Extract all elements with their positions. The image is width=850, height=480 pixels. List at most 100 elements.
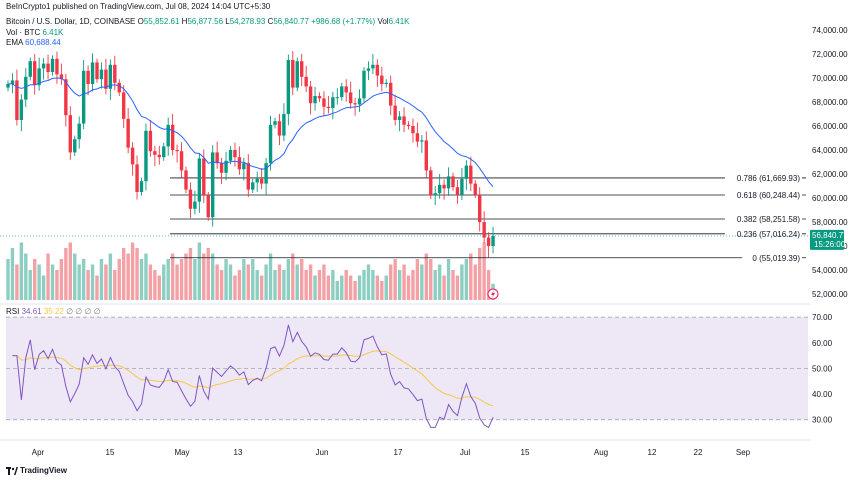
candle-body bbox=[411, 126, 415, 134]
candle-body bbox=[77, 123, 81, 140]
volume-bar bbox=[259, 275, 264, 300]
candle-body bbox=[233, 150, 237, 158]
candle-body bbox=[357, 98, 362, 105]
volume-legend[interactable]: Vol · BTC 6.41K bbox=[6, 28, 63, 37]
volume-bar bbox=[37, 264, 41, 300]
candle-body bbox=[81, 70, 86, 124]
rsi-tick-label: 70.00 bbox=[812, 313, 833, 322]
candle-body bbox=[246, 163, 250, 190]
volume-bar bbox=[206, 248, 210, 300]
candle-body bbox=[389, 82, 393, 106]
candle-body bbox=[420, 140, 424, 142]
candle-body bbox=[197, 158, 202, 202]
time-tick-label: Jun bbox=[316, 448, 329, 457]
volume-bar bbox=[233, 275, 237, 300]
volume-bar bbox=[15, 264, 19, 300]
volume-bar bbox=[28, 270, 32, 300]
volume-bar bbox=[371, 270, 375, 300]
volume-bar bbox=[130, 242, 135, 300]
candle-body bbox=[10, 80, 15, 84]
candle-body bbox=[478, 194, 482, 222]
candle-body bbox=[295, 61, 299, 88]
brand-name: TradingView bbox=[20, 466, 67, 475]
volume-bar bbox=[384, 275, 388, 300]
candle-body bbox=[68, 115, 72, 153]
price-tick-label: 70,000.00 bbox=[812, 74, 848, 83]
candle-body bbox=[162, 146, 166, 158]
time-tick-label: Aug bbox=[594, 448, 608, 457]
volume-bar bbox=[122, 248, 126, 300]
volume-bar bbox=[108, 253, 113, 300]
volume-bar bbox=[424, 253, 428, 300]
fib-level-label: 0.786 (61,669.93) bbox=[737, 174, 800, 183]
candle-body bbox=[460, 178, 464, 195]
time-tick-label: May bbox=[174, 448, 189, 457]
time-tick-label: 22 bbox=[694, 448, 703, 457]
ohlc-low: 54,278.93 bbox=[229, 17, 266, 26]
volume-bar bbox=[10, 248, 15, 300]
volume-bar bbox=[170, 253, 175, 300]
volume-bar bbox=[86, 270, 90, 300]
candle-body bbox=[308, 86, 313, 104]
rsi-label: RSI bbox=[6, 307, 20, 316]
volume-bar bbox=[193, 259, 197, 300]
volume-bar bbox=[228, 264, 233, 300]
volume-label: Vol · BTC bbox=[6, 28, 41, 37]
candle-body bbox=[486, 237, 491, 246]
candle-body bbox=[273, 121, 277, 125]
volume-bar bbox=[73, 253, 77, 300]
rsi-ma-line bbox=[12, 350, 494, 407]
candle-body bbox=[73, 139, 77, 153]
volume-bar bbox=[202, 253, 206, 300]
volume-bar bbox=[469, 253, 473, 300]
candle-body bbox=[491, 235, 495, 246]
volume-bar bbox=[117, 259, 121, 300]
rsi-tick-label: 40.00 bbox=[812, 390, 833, 399]
volume-bar bbox=[442, 275, 446, 300]
volume-bar bbox=[162, 264, 166, 300]
volume-bar bbox=[478, 248, 482, 300]
candle-body bbox=[90, 62, 95, 84]
volume-bar bbox=[104, 264, 108, 300]
ema-legend[interactable]: EMA 60,688.44 bbox=[6, 38, 61, 47]
rsi-legend[interactable]: RSI 34.61 35.22 ∅ ∅ ∅ ∅ bbox=[6, 307, 101, 316]
candle-body bbox=[237, 157, 242, 170]
candle-body bbox=[348, 92, 353, 104]
candle-body bbox=[144, 130, 148, 182]
candle-body bbox=[33, 61, 37, 86]
volume-bar bbox=[219, 270, 224, 300]
volume-bar bbox=[46, 253, 50, 300]
candle-body bbox=[384, 82, 388, 84]
price-badge-countdown: 15:26:00 bbox=[814, 240, 846, 249]
volume-bar bbox=[451, 270, 455, 300]
volume-bar bbox=[135, 248, 139, 300]
volume-bar bbox=[90, 264, 95, 300]
volume-bar bbox=[6, 259, 10, 300]
time-tick-label: 13 bbox=[234, 448, 243, 457]
volume-bar bbox=[81, 259, 86, 300]
volume-bar bbox=[362, 270, 366, 300]
time-tick-label: 15 bbox=[521, 448, 530, 457]
symbol-legend[interactable]: Bitcoin / U.S. Dollar, 1D, COINBASE O55,… bbox=[6, 17, 409, 26]
volume-bar bbox=[411, 270, 415, 300]
volume-bar bbox=[406, 275, 411, 300]
volume-bar bbox=[157, 275, 161, 300]
candle-body bbox=[126, 118, 130, 148]
candle-body bbox=[277, 121, 282, 136]
candle-body bbox=[282, 114, 286, 136]
candle-body bbox=[331, 97, 335, 108]
candle-body bbox=[286, 60, 291, 114]
volume-bar bbox=[188, 248, 193, 300]
candle-body bbox=[99, 69, 104, 80]
candle-body bbox=[113, 64, 117, 83]
volume-bar bbox=[380, 281, 384, 300]
volume-bar bbox=[437, 264, 442, 300]
candle-body bbox=[19, 99, 24, 120]
candle-body bbox=[6, 84, 10, 88]
ohlc-change: +986.68 (+1.77%) bbox=[311, 17, 376, 26]
candle-body bbox=[340, 86, 344, 98]
volume-bar bbox=[19, 242, 24, 300]
volume-bar bbox=[433, 270, 437, 300]
volume-bar bbox=[139, 259, 144, 300]
